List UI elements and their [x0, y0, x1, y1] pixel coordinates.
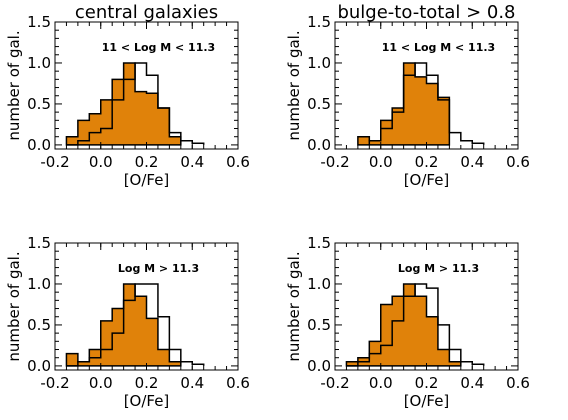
panel-bottom-right [334, 242, 519, 371]
x-tick-label: 0.6 [506, 153, 530, 171]
x-tick-label: 0.6 [506, 374, 530, 392]
x-tick-label: 0.0 [369, 374, 393, 392]
x-tick-label: 0.4 [180, 153, 204, 171]
x-tick-label: 0.0 [89, 153, 113, 171]
mass-range-annotation: 11 < Log M < 11.3 [382, 41, 495, 54]
x-tick-label: 0.2 [135, 153, 159, 171]
x-tick-label: 0.2 [415, 153, 439, 171]
x-tick-label: 0.6 [226, 374, 250, 392]
y-tick-label: 0.0 [307, 136, 331, 154]
x-tick-label: 0.6 [226, 153, 250, 171]
panel-top-right [334, 21, 519, 150]
mass-range-annotation: 11 < Log M < 11.3 [102, 41, 215, 54]
y-tick-label: 0.5 [27, 316, 51, 334]
outline-histogram [346, 283, 485, 367]
x-tick-label: 0.2 [415, 374, 439, 392]
outline-histogram [368, 62, 485, 145]
x-axis-label: [O/Fe] [124, 171, 170, 189]
y-tick-label: 1.5 [27, 13, 51, 31]
y-axis-label: number of gal. [5, 30, 23, 140]
x-tick-label: -0.2 [40, 374, 69, 392]
y-tick-label: 1.0 [307, 54, 331, 72]
x-axis-label: [O/Fe] [404, 392, 450, 410]
x-axis-label: [O/Fe] [124, 392, 170, 410]
y-tick-label: 0.0 [27, 136, 51, 154]
outline-histogram [66, 283, 205, 367]
x-axis-label: [O/Fe] [404, 171, 450, 189]
x-tick-label: 0.0 [89, 374, 113, 392]
y-tick-label: 0.5 [27, 95, 51, 113]
y-tick-label: 1.5 [307, 234, 331, 252]
outline-histogram [66, 62, 205, 146]
y-tick-label: 0.0 [27, 357, 51, 375]
y-tick-label: 1.0 [27, 54, 51, 72]
x-tick-label: 0.0 [369, 153, 393, 171]
mass-range-annotation: Log M > 11.3 [118, 262, 199, 275]
y-tick-label: 1.5 [307, 13, 331, 31]
panel-title: central galaxies [75, 2, 218, 23]
mass-range-annotation: Log M > 11.3 [398, 262, 479, 275]
filled-histogram [345, 283, 462, 367]
x-tick-label: 0.2 [135, 374, 159, 392]
y-axis-label: number of gal. [285, 30, 303, 140]
x-tick-label: -0.2 [320, 153, 349, 171]
y-axis-label: number of gal. [285, 251, 303, 361]
y-tick-label: 0.5 [307, 316, 331, 334]
x-tick-label: -0.2 [40, 153, 69, 171]
x-tick-label: 0.4 [460, 374, 484, 392]
y-tick-label: 1.0 [307, 275, 331, 293]
y-axis-label: number of gal. [5, 251, 23, 361]
y-tick-label: 0.5 [307, 95, 331, 113]
y-tick-label: 1.5 [27, 234, 51, 252]
x-tick-label: 0.4 [460, 153, 484, 171]
panel-title: bulge-to-total > 0.8 [337, 2, 515, 23]
panel-bottom-left [54, 242, 239, 371]
y-tick-label: 1.0 [27, 275, 51, 293]
x-tick-label: 0.4 [180, 374, 204, 392]
y-tick-label: 0.0 [307, 357, 331, 375]
filled-histogram [65, 62, 182, 146]
panel-top-left [54, 21, 239, 150]
x-tick-label: -0.2 [320, 374, 349, 392]
